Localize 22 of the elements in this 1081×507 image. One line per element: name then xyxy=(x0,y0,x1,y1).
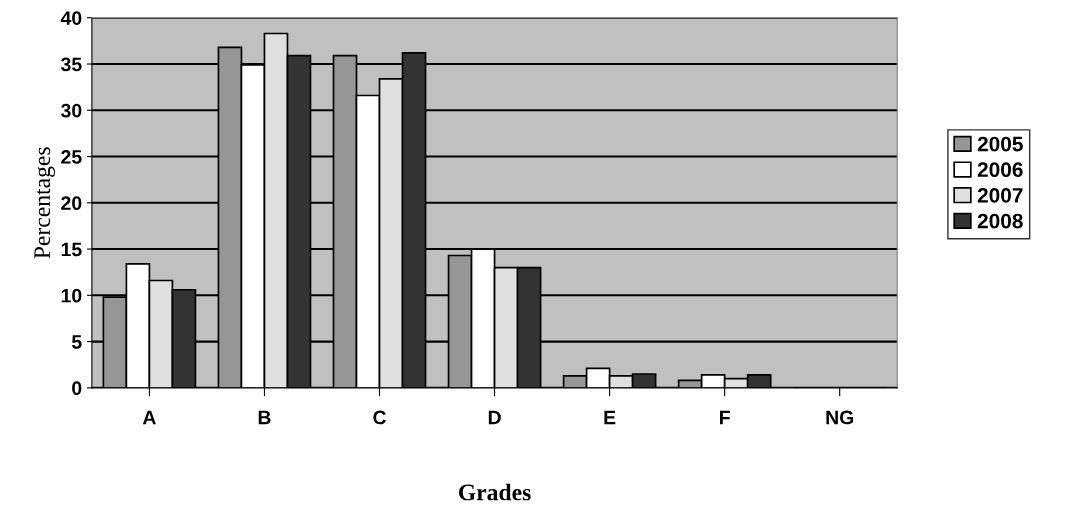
x-tick-label: B xyxy=(258,410,271,425)
x-tick-label: C xyxy=(373,410,386,425)
legend-label: 2006 xyxy=(977,162,1023,178)
y-tick-label: 5 xyxy=(71,335,82,349)
y-tick-label: 25 xyxy=(61,150,82,164)
x-tick-label: F xyxy=(720,410,730,425)
x-tick-label: E xyxy=(604,410,616,425)
y-tick-label: 30 xyxy=(60,103,82,118)
y-axis-title: Percentages xyxy=(34,147,55,259)
legend-label: 2005 xyxy=(977,136,1023,152)
y-tick-label: 35 xyxy=(60,57,82,72)
x-tick-label: A xyxy=(142,410,156,425)
x-tick-label: D xyxy=(488,410,501,425)
legend-label: 2008 xyxy=(977,213,1023,229)
legend-label: 2007 xyxy=(977,187,1023,203)
y-tick-label: 40 xyxy=(60,11,82,25)
y-tick-label: 10 xyxy=(61,288,82,303)
x-tick-label: NG xyxy=(826,410,854,425)
y-tick-label: 15 xyxy=(61,242,82,257)
x-axis-title: Grades xyxy=(458,483,531,501)
y-tick-label: 0 xyxy=(72,381,82,396)
y-tick-label: 20 xyxy=(61,196,82,211)
